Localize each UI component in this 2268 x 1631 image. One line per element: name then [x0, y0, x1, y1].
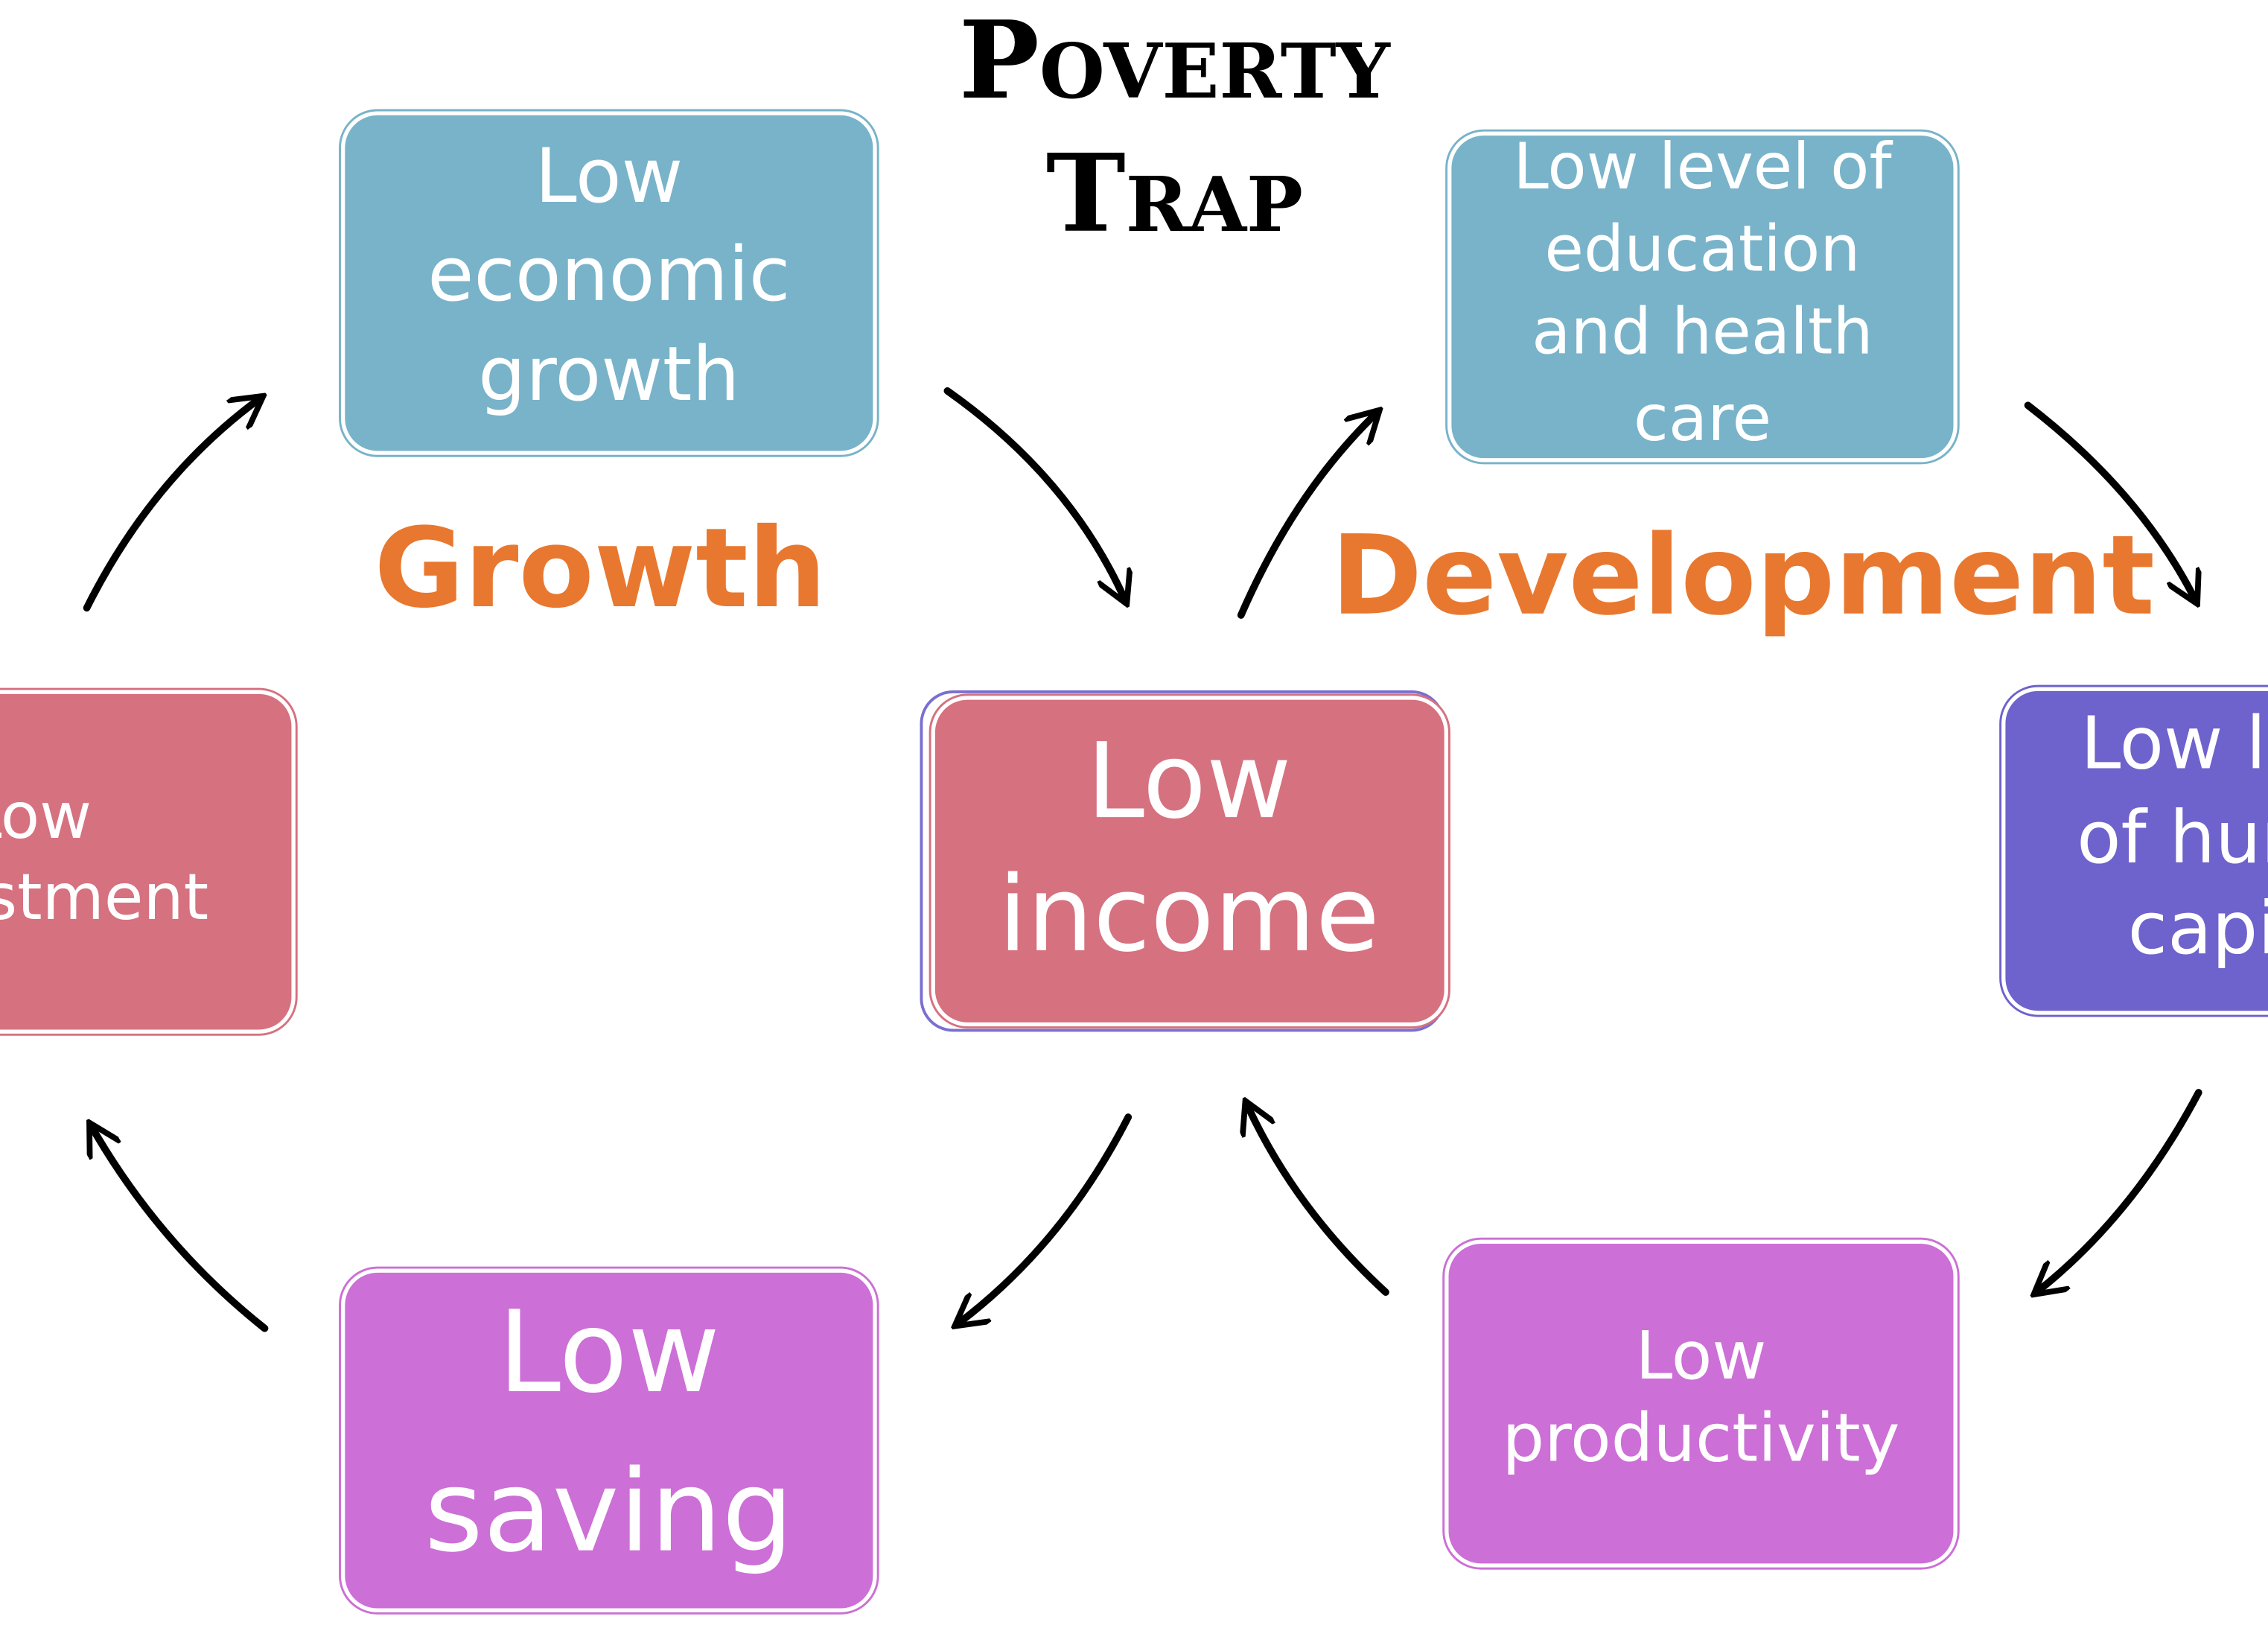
node-box	[340, 110, 878, 456]
node-label: Low	[498, 1286, 720, 1418]
arrow	[1237, 413, 1377, 619]
section-label: Development	[1331, 512, 2155, 640]
node-label: saving	[424, 1446, 794, 1577]
arrow	[943, 387, 1125, 601]
node: Low saving	[339, 1266, 879, 1615]
node: Low investment	[0, 687, 298, 1036]
node-label: and health	[1532, 295, 1873, 369]
node-box	[1444, 1239, 1958, 1568]
node: Low level of humancapital	[1999, 684, 2268, 1017]
node-label: growth	[478, 330, 739, 418]
node-label: Low	[535, 132, 683, 220]
title: Trap	[1046, 130, 1303, 256]
arrow	[2036, 1089, 2202, 1292]
node-border	[1999, 684, 2268, 1017]
node-border	[1442, 1237, 1960, 1570]
section-label: Growth	[374, 504, 826, 632]
arrow	[2024, 401, 2196, 600]
node: Low economic growth	[339, 109, 879, 457]
node-border	[0, 687, 298, 1036]
node-box	[340, 1268, 878, 1613]
node-label: productivity	[1502, 1400, 1899, 1478]
node-box	[1447, 131, 1958, 463]
title: Poverty	[959, 0, 1392, 123]
node-box	[0, 690, 296, 1034]
node-label: Low level of	[1513, 130, 1893, 204]
node-label: Low	[1636, 1317, 1767, 1395]
node-label: care	[1634, 382, 1771, 456]
node-label: Low	[1086, 720, 1291, 842]
node-border	[1445, 129, 1960, 465]
arrow	[91, 1126, 269, 1332]
node-label: Low level	[2080, 702, 2268, 786]
arrows	[83, 387, 2202, 1332]
node-label: education	[1544, 213, 1860, 287]
node-label: of human	[2077, 795, 2268, 880]
node-box	[2001, 687, 2268, 1016]
node: Low level of education and health care	[1445, 129, 1960, 465]
arrow	[1247, 1104, 1389, 1296]
node-box	[931, 695, 1449, 1027]
arrow	[958, 1113, 1133, 1324]
node-label: capital	[2128, 886, 2268, 970]
node-label: economic	[427, 230, 790, 318]
node-border	[928, 693, 1450, 1029]
node-label: income	[998, 853, 1380, 975]
node-border	[339, 109, 879, 457]
node-label: investment	[0, 861, 208, 935]
node-label: Low	[0, 780, 92, 853]
node-border	[339, 1266, 879, 1615]
arrow	[83, 398, 261, 612]
